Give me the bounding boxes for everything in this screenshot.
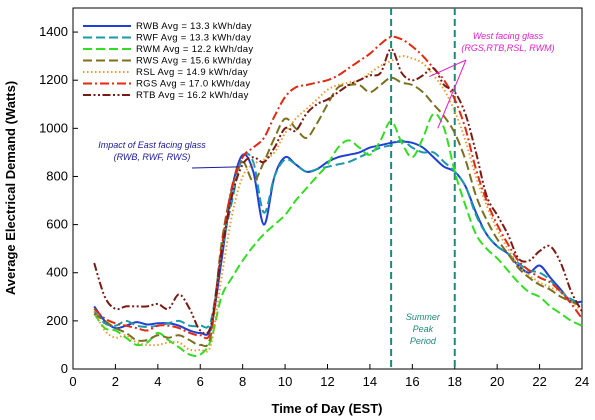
y-axis-title: Average Electrical Demand (Watts) <box>3 81 18 295</box>
y-tick-label: 800 <box>46 168 68 183</box>
y-tick-label: 1200 <box>39 72 68 87</box>
west-pointer-line <box>437 59 467 129</box>
legend-label: RWB Avg = 13.3 kWh/day <box>136 21 252 32</box>
series-line-5 <box>93 35 583 340</box>
x-tick-label: 2 <box>112 374 119 389</box>
summer-peak-label: Peak <box>413 324 434 334</box>
legend-label: RWM Avg = 12.2 kWh/day <box>136 44 253 55</box>
x-tick-label: 24 <box>575 374 589 389</box>
x-tick-label: 10 <box>278 374 292 389</box>
east-glass-annotation: Impact of East facing glass <box>98 140 206 150</box>
legend-label: RTB Avg = 16.2 kWh/day <box>136 90 249 101</box>
x-tick-label: 6 <box>197 374 204 389</box>
summer-peak-label: Summer <box>406 312 441 322</box>
series-line-3 <box>93 76 583 348</box>
vlines-layer <box>390 8 456 369</box>
x-tick-label: 8 <box>239 374 246 389</box>
y-tick-label: 400 <box>46 265 68 280</box>
legend-label: RSL Avg = 14.9 kWh/day <box>136 67 248 78</box>
legend-label: RWS Avg = 15.6 kWh/day <box>136 56 252 67</box>
x-tick-label: 12 <box>320 374 334 389</box>
y-tick-label: 1400 <box>39 24 68 39</box>
x-axis-title: Time of Day (EST) <box>271 401 382 416</box>
east-glass-annotation: (RWB, RWF, RWS) <box>114 152 191 162</box>
ticks-layer: 0 2 4 6 8 10 12 14 16 18 20 22 240200400600800100012… <box>39 24 589 389</box>
x-tick-label: 16 <box>405 374 419 389</box>
series-line-1 <box>93 139 583 329</box>
annotations: Impact of East facing glass (RWB, RWF, RW… <box>98 31 554 346</box>
series-layer <box>93 35 583 357</box>
y-tick-label: 200 <box>46 313 68 328</box>
y-tick-label: 1000 <box>39 120 68 135</box>
x-tick-label: 18 <box>448 374 462 389</box>
summer-peak-label: Period <box>410 336 437 346</box>
x-tick-label: 0 <box>69 374 76 389</box>
west-pointer-line <box>429 59 467 78</box>
series-line-2 <box>93 112 583 357</box>
west-glass-annotation: West facing glass <box>473 31 544 41</box>
west-glass-annotation: (RGS,RTB,RSL, RWM) <box>461 43 554 53</box>
legend-label: RWF Avg = 13.3 kWh/day <box>136 33 251 44</box>
x-tick-label: 4 <box>154 374 161 389</box>
legend-label: RGS Avg = 17.0 kWh/day <box>136 79 250 90</box>
y-tick-label: 0 <box>61 361 68 376</box>
x-tick-label: 20 <box>490 374 504 389</box>
x-tick-label: 14 <box>363 374 377 389</box>
y-tick-label: 600 <box>46 217 68 232</box>
series-line-6 <box>93 47 583 335</box>
x-tick-label: 22 <box>532 374 546 389</box>
east-pointer-line <box>191 166 239 169</box>
